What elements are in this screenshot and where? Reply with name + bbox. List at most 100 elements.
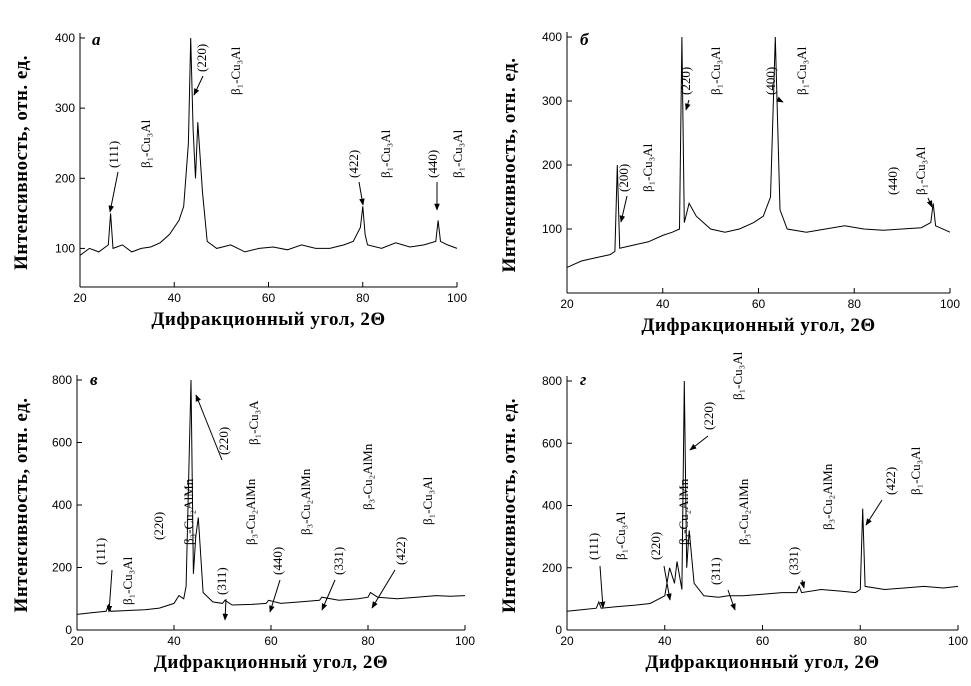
- y-tick-label: 200: [542, 561, 562, 575]
- x-tick-label: 60: [262, 291, 276, 305]
- y-tick-label: 600: [52, 436, 72, 450]
- annotation-arrow: [619, 195, 628, 223]
- peak-phase: β₁-Cu₃Al: [708, 46, 723, 95]
- peak-phase: β₁-Cu₃Al: [640, 143, 655, 192]
- peak-phase: β₁-Cu₃Al: [378, 129, 393, 178]
- x-tick-label: 80: [361, 634, 375, 648]
- y-tick-label: 300: [55, 101, 75, 115]
- x-axis-title: Дифракционный угол, 2Θ: [151, 309, 385, 330]
- peak-phase: β₁-Cu₃Al: [450, 129, 465, 178]
- annotation-arrow: [663, 565, 672, 601]
- peak-index: (400): [763, 67, 778, 95]
- x-tick-label: 60: [756, 634, 770, 648]
- peak-index: (111): [586, 533, 601, 560]
- y-axis-title: Интенсивность, отн. ед.: [499, 58, 520, 273]
- annotation-arrow: [321, 579, 336, 611]
- peak-phase: β₁-Cu₃Al: [794, 46, 809, 95]
- y-tick-label: 400: [55, 31, 75, 45]
- annotation-arrow: [685, 99, 691, 111]
- y-tick-label: 200: [52, 561, 72, 575]
- x-tick-label: 80: [848, 297, 862, 311]
- panel-label: б: [580, 30, 590, 49]
- y-axis-title: Интенсивность, отн. ед.: [11, 398, 32, 613]
- peak-index: (111): [93, 538, 108, 565]
- y-tick-label: 800: [52, 373, 72, 387]
- peak-index: (422): [346, 150, 361, 178]
- peak-index: (440): [425, 150, 440, 178]
- annotation-arrow: [599, 565, 606, 609]
- x-tick-label: 40: [167, 634, 181, 648]
- x-tick-label: 100: [447, 291, 467, 305]
- peak-phase: β₃-Cu₂AlMn: [676, 478, 691, 545]
- annotation-arrow: [222, 598, 229, 621]
- y-axis-title: Интенсивность, отн. ед.: [11, 55, 32, 270]
- peak-phase: β₁-Cu₃Al: [730, 351, 745, 400]
- y-tick-label: 0: [65, 623, 72, 637]
- x-tick-label: 40: [168, 291, 182, 305]
- peak-phase: β₃-Cu₂AlMn: [243, 478, 258, 545]
- x-tick-label: 80: [854, 634, 868, 648]
- y-tick-label: 100: [55, 241, 75, 255]
- annotation-arrow: [371, 569, 396, 609]
- x-tick-label: 100: [948, 634, 968, 648]
- peak-index: (422): [883, 467, 898, 495]
- annotation-arrow: [106, 569, 113, 613]
- peak-index: (311): [214, 567, 229, 595]
- y-tick-label: 600: [542, 436, 562, 450]
- annotation-arrow: [193, 75, 204, 96]
- panel-label: а: [92, 30, 101, 49]
- annotation-arrow: [689, 435, 709, 451]
- annotation-arrow: [865, 499, 883, 526]
- data-line: [76, 379, 466, 615]
- x-axis-title: Дифракционный угол, 2Θ: [154, 652, 388, 673]
- x-tick-label: 40: [656, 297, 670, 311]
- data-line: [566, 36, 951, 268]
- peak-phase: β₁-Cu₃Al: [420, 476, 435, 525]
- x-tick-label: 20: [560, 634, 574, 648]
- peak-index: (220): [151, 512, 166, 540]
- peak-phase: β₁-Cu₃Al: [913, 146, 928, 195]
- x-axis-title: Дифракционный угол, 2Θ: [645, 652, 879, 673]
- y-tick-label: 400: [542, 499, 562, 513]
- annotation-arrow: [776, 96, 784, 103]
- peak-phase: β₁-Cu₃Al: [138, 119, 153, 168]
- y-tick-label: 0: [555, 623, 562, 637]
- x-tick-label: 60: [752, 297, 766, 311]
- panel-label: в: [90, 370, 98, 389]
- peak-phase: β₁-Cu₃A: [246, 400, 261, 445]
- peak-phase: β₁-Cu₃Al: [228, 46, 243, 95]
- x-tick-label: 60: [264, 634, 278, 648]
- peak-phase: β₃-Cu₂AlMn: [181, 478, 196, 545]
- peak-index: (440): [270, 547, 285, 575]
- peak-index: (220): [648, 532, 663, 560]
- panel-label: г: [580, 370, 586, 389]
- peak-index: (440): [885, 167, 900, 195]
- peak-index: (220): [701, 402, 716, 430]
- peak-index: (220): [216, 427, 231, 455]
- peak-phase: β₃-Cu₂AlMn: [298, 468, 313, 535]
- peak-phase: β₃-Cu₂AlMn: [820, 463, 835, 530]
- annotation-arrow: [799, 579, 806, 589]
- annotation-arrow: [108, 171, 119, 213]
- peak-phase: β₁-Cu₃Al: [908, 446, 923, 495]
- annotation-arrow: [195, 394, 223, 461]
- data-line: [566, 380, 959, 612]
- x-tick-label: 20: [560, 297, 574, 311]
- peak-index: (220): [194, 44, 209, 72]
- peak-index: (331): [331, 547, 346, 575]
- x-tick-label: 20: [70, 634, 84, 648]
- y-tick-label: 100: [542, 222, 562, 236]
- y-tick-label: 300: [542, 94, 562, 108]
- y-tick-label: 400: [52, 498, 72, 512]
- y-tick-label: 800: [542, 374, 562, 388]
- peak-phase: β₃-Cu₂AlMn: [736, 478, 751, 545]
- x-tick-label: 100: [455, 634, 475, 648]
- x-tick-label: 80: [356, 291, 370, 305]
- peak-index: (331): [786, 547, 801, 575]
- y-tick-label: 200: [55, 171, 75, 185]
- x-tick-label: 20: [73, 291, 87, 305]
- peak-index: (111): [106, 141, 121, 168]
- x-axis-title: Дифракционный угол, 2Θ: [641, 315, 875, 336]
- y-tick-label: 200: [542, 158, 562, 172]
